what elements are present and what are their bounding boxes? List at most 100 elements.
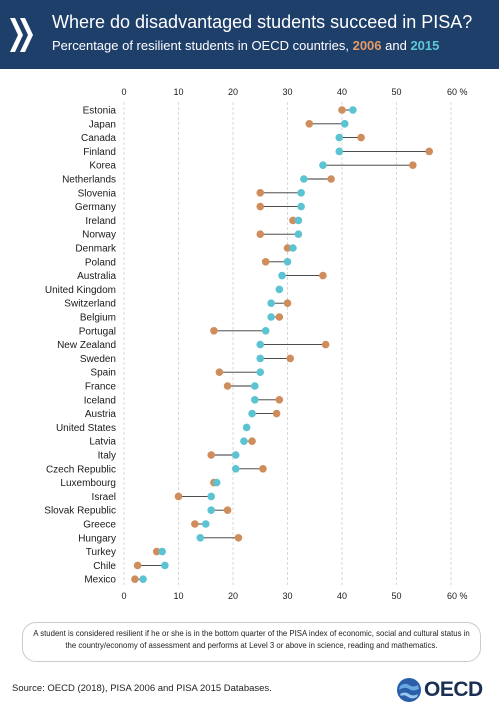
row-finland: Finland <box>83 147 434 158</box>
point-2006 <box>133 561 142 570</box>
country-label: Germany <box>75 202 116 213</box>
country-label: Hungary <box>78 533 116 544</box>
country-label: Portugal <box>79 326 116 337</box>
point-2006 <box>286 354 295 363</box>
point-2006 <box>191 520 199 528</box>
row-france: France <box>85 382 259 393</box>
row-turkey: Turkey <box>86 547 166 558</box>
footnote-box: A student is considered resilient if he … <box>22 622 481 662</box>
oecd-globe-icon <box>397 678 421 702</box>
country-label: Slovak Republic <box>44 506 116 517</box>
country-label: Japan <box>89 119 116 130</box>
country-label: Sweden <box>80 354 116 365</box>
row-greece: Greece <box>83 520 210 531</box>
bottom-x-axis: 0 10 20 30 40 50 60 % <box>121 591 467 601</box>
point-2006 <box>234 534 243 542</box>
country-label: Luxembourg <box>60 478 116 489</box>
bottom-tick-label: 20 <box>228 591 238 601</box>
point-2015 <box>139 575 147 583</box>
point-2015 <box>242 423 251 432</box>
point-2015 <box>294 216 303 225</box>
point-2015 <box>294 230 303 238</box>
country-label: Estonia <box>83 106 117 117</box>
row-belgium: Belgium <box>80 313 284 324</box>
top-tick-label: 40 <box>337 87 347 97</box>
point-2015 <box>340 120 349 128</box>
point-2015 <box>212 478 221 487</box>
row-united-states: United States <box>56 423 251 434</box>
footnote-text: A student is considered resilient if he … <box>33 629 470 650</box>
row-israel: Israel <box>92 492 215 503</box>
country-label: France <box>85 382 117 393</box>
bottom-tick-label: 10 <box>173 591 183 601</box>
point-2006 <box>223 506 232 514</box>
point-2015 <box>251 382 259 390</box>
country-label: Finland <box>83 147 116 158</box>
row-italy: Italy <box>98 451 240 462</box>
point-2006 <box>275 313 284 321</box>
country-label: Korea <box>89 161 116 172</box>
point-2006 <box>357 133 365 142</box>
bottom-tick-label: 0 <box>121 591 126 601</box>
point-2015 <box>289 244 297 252</box>
row-sweden: Sweden <box>80 354 295 365</box>
row-slovenia: Slovenia <box>78 188 305 199</box>
point-2015 <box>275 285 284 294</box>
point-2015 <box>231 465 240 473</box>
top-tick-label: 50 <box>391 87 401 97</box>
point-2015 <box>240 437 248 446</box>
country-label: Greece <box>83 520 116 531</box>
country-label: Norway <box>82 230 116 241</box>
row-estonia: Estonia <box>83 106 357 117</box>
point-2015 <box>335 147 344 156</box>
top-x-axis: 0 10 20 30 40 50 60 % <box>121 87 467 97</box>
row-iceland: Iceland <box>84 395 284 406</box>
row-united-kingdom: United Kingdom <box>45 285 284 296</box>
chevron-logo-icon <box>10 18 33 52</box>
country-label: New Zealand <box>57 340 116 351</box>
row-denmark: Denmark <box>75 244 297 255</box>
chart-subtitle: Percentage of resilient students in OECD… <box>52 38 439 53</box>
point-2006 <box>131 575 139 583</box>
point-2015 <box>207 506 215 514</box>
point-2015 <box>300 175 308 183</box>
top-tick-label: 0 <box>121 87 126 97</box>
oecd-wordmark: OECD <box>424 678 483 701</box>
country-label: Iceland <box>84 395 116 406</box>
row-hungary: Hungary <box>78 533 243 544</box>
point-2015 <box>161 561 169 570</box>
point-2006 <box>305 120 314 128</box>
point-2015 <box>201 520 210 528</box>
country-label: Belgium <box>80 313 116 324</box>
country-label: Israel <box>92 492 116 503</box>
top-tick-label: 60 % <box>447 87 468 97</box>
row-mexico: Mexico <box>84 575 147 586</box>
row-ireland: Ireland <box>85 216 303 227</box>
country-label: United Kingdom <box>45 285 116 296</box>
point-2006 <box>338 106 346 114</box>
point-2006 <box>261 258 270 266</box>
point-2015 <box>231 451 240 459</box>
country-label: Austria <box>85 409 117 420</box>
country-label: Chile <box>93 561 116 572</box>
country-label: Poland <box>85 257 116 268</box>
point-2015 <box>297 189 305 197</box>
country-label: Switzerland <box>64 299 116 310</box>
point-2015 <box>278 271 286 280</box>
dumbbell-chart: 0 10 20 30 40 50 60 % 0 10 20 30 40 50 60 % Estonia J… <box>44 87 467 601</box>
row-australia: Australia <box>77 271 327 282</box>
point-2006 <box>272 409 281 418</box>
row-netherlands: Netherlands <box>62 175 335 186</box>
point-2006 <box>425 147 434 156</box>
point-2015 <box>256 340 265 349</box>
row-new-zealand: New Zealand <box>57 340 330 351</box>
point-2015 <box>196 534 205 542</box>
point-2015 <box>335 133 344 142</box>
country-label: Spain <box>90 368 116 379</box>
top-tick-label: 30 <box>282 87 292 97</box>
point-2006 <box>259 465 267 473</box>
row-japan: Japan <box>89 119 349 130</box>
subtitle-year-2006: 2006 <box>352 38 382 53</box>
top-tick-label: 10 <box>173 87 183 97</box>
point-2015 <box>248 409 256 418</box>
